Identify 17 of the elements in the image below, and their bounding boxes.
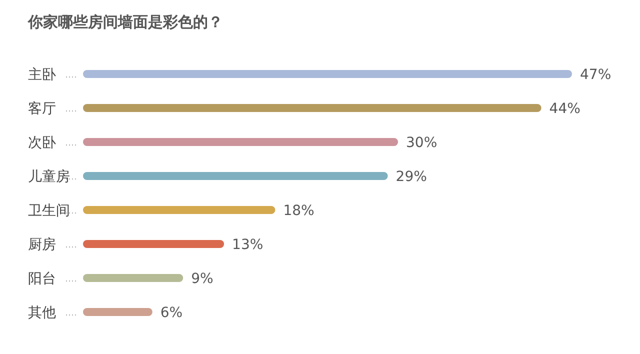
chart-title: 你家哪些房间墙面是彩色的？: [27, 13, 223, 31]
data-label: 18%: [283, 202, 314, 219]
y-tick-label: 卫生间: [28, 202, 70, 219]
data-label: 29%: [396, 168, 427, 185]
y-tick-label: 阳台: [28, 270, 56, 287]
data-label: 13%: [232, 236, 264, 253]
data-label: 6%: [160, 304, 183, 321]
y-tick-label: 客厅: [28, 100, 56, 117]
y-tick-label: 儿童房: [28, 168, 70, 185]
y-tick-label: 次卧: [28, 134, 56, 151]
data-label: 30%: [406, 134, 438, 151]
y-tick-label: 主卧: [28, 66, 56, 83]
y-tick-label: 其他: [28, 304, 56, 321]
data-label: 9%: [191, 270, 214, 287]
y-tick-label: 厨房: [28, 236, 56, 253]
data-label: 47%: [580, 66, 612, 83]
data-label: 44%: [549, 100, 580, 117]
